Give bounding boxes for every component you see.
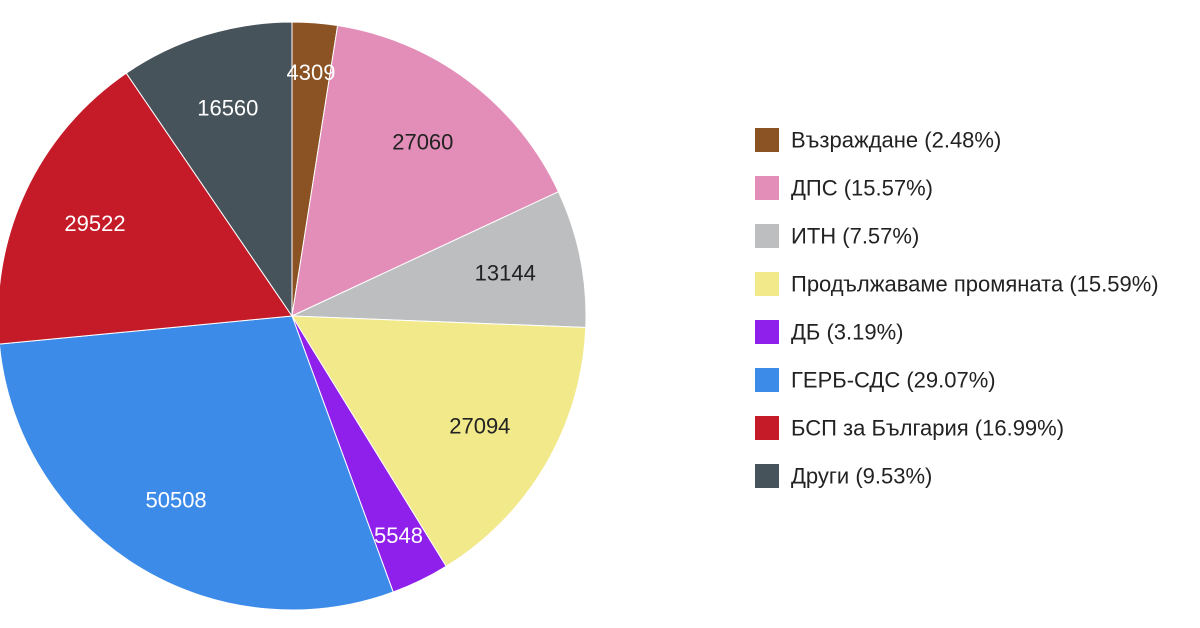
legend-label-1: ДПС (15.57%): [791, 176, 933, 201]
legend-label-5: ГЕРБ-СДС (29.07%): [791, 368, 996, 393]
legend-swatch-1: [755, 176, 779, 200]
slice-value-label-5: 50508: [145, 488, 206, 513]
pie-slice-1: [291, 24, 560, 317]
legend-label-6: БСП за България (16.99%): [791, 416, 1064, 441]
slice-value-label-0: 4309: [287, 60, 336, 85]
pie-slice-6: [0, 72, 293, 345]
legend-swatch-4: [755, 320, 779, 344]
slice-value-label-7: 16560: [197, 96, 258, 121]
slice-value-label-6: 29522: [64, 211, 125, 236]
pie-slice-2: [291, 191, 587, 328]
legend-label-3: Продължаваме промяната (15.59%): [791, 272, 1159, 297]
pie-slice-3: [291, 315, 587, 568]
slice-value-label-2: 13144: [475, 261, 536, 286]
legend-swatch-5: [755, 368, 779, 392]
legend-label-4: ДБ (3.19%): [791, 320, 903, 345]
legend-swatch-6: [755, 416, 779, 440]
legend-label-0: Възраждане (2.48%): [791, 128, 1001, 153]
pie-labels: 4309 27060 13144 27094 5548 50508 29522 16560: [64, 60, 535, 548]
pie-slice-7: [125, 21, 293, 318]
slice-value-label-4: 5548: [374, 523, 423, 548]
legend-swatch-7: [755, 464, 779, 488]
legend-label-2: ИТН (7.57%): [791, 224, 919, 249]
legend-swatch-2: [755, 224, 779, 248]
pie-slices: [0, 21, 587, 611]
legend-swatch-3: [755, 272, 779, 296]
slice-value-label-3: 27094: [449, 413, 510, 438]
legend-swatch-0: [755, 128, 779, 152]
slice-value-label-1: 27060: [392, 130, 453, 155]
pie-slice-5: [0, 315, 394, 611]
legend: Възраждане (2.48%) ДПС (15.57%) ИТН (7.57%…: [755, 128, 1159, 489]
legend-label-7: Други (9.53%): [791, 464, 932, 489]
